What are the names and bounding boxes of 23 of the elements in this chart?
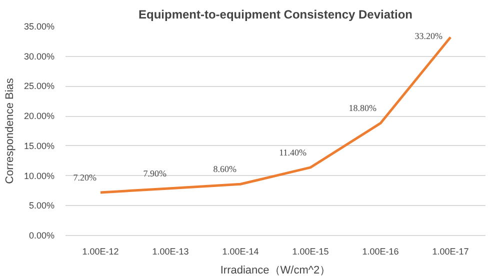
- x-tick-label: 1.00E-12: [82, 246, 119, 256]
- x-tick-label: 1.00E-14: [222, 246, 259, 256]
- x-tick-label: 1.00E-16: [362, 246, 399, 256]
- y-tick-label: 25.00%: [24, 81, 55, 92]
- y-tick-label: 5.00%: [28, 200, 55, 211]
- data-label: 11.40%: [279, 147, 308, 158]
- x-tick-label: 1.00E-17: [432, 246, 469, 256]
- y-tick-label: 35.00%: [24, 22, 55, 32]
- y-tick-label: 20.00%: [24, 111, 55, 122]
- x-axis-title: Irradiance（W/cm^2）: [220, 264, 331, 276]
- x-tick-label: 1.00E-15: [292, 246, 329, 256]
- data-label: 18.80%: [348, 103, 378, 114]
- x-tick-label: 1.00E-13: [152, 246, 189, 256]
- y-tick-label: 10.00%: [24, 170, 55, 181]
- data-label: 33.20%: [414, 31, 444, 42]
- y-tick-label: 30.00%: [24, 51, 55, 62]
- y-tick-label: 0.00%: [28, 230, 55, 240]
- data-label: 8.60%: [213, 164, 238, 174]
- y-tick-label: 15.00%: [24, 140, 55, 151]
- chart-title: Equipment-to-equipment Consistency Deviation: [138, 8, 413, 22]
- y-axis-title: Correspondence Bias: [4, 78, 16, 184]
- data-label: 7.90%: [143, 168, 168, 178]
- data-label: 7.20%: [73, 172, 98, 183]
